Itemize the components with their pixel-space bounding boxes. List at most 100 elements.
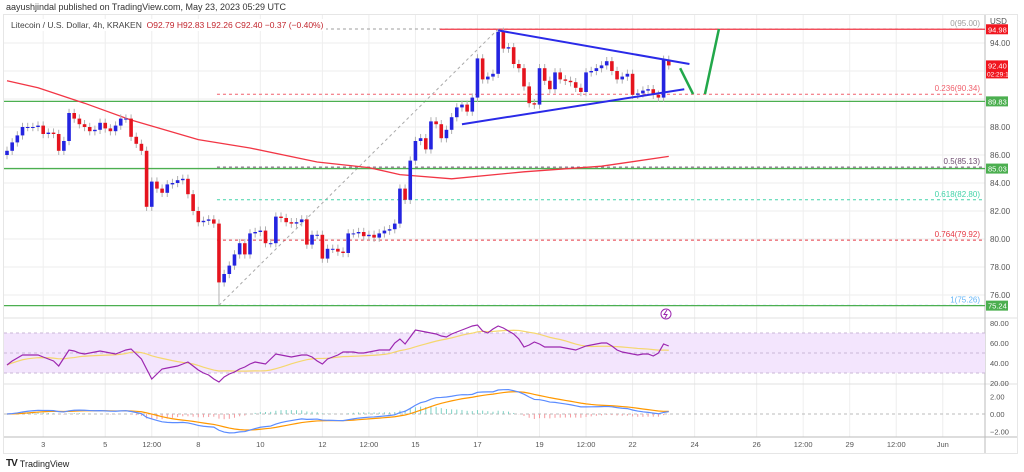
- candle-body: [170, 183, 175, 185]
- time-tick: 12:00: [577, 440, 596, 449]
- macd-tick: 0.00: [990, 410, 1005, 419]
- candle-body: [253, 232, 257, 234]
- candle-body: [330, 248, 335, 250]
- candle-body: [10, 142, 14, 151]
- time-tick: 10: [256, 440, 264, 449]
- candle-body: [263, 230, 268, 244]
- candle-body: [491, 73, 495, 77]
- candle-body: [82, 124, 87, 127]
- projection-down-leg: [679, 67, 695, 95]
- time-tick: 19: [535, 440, 543, 449]
- candle-body: [532, 103, 537, 105]
- candle-body: [201, 220, 206, 223]
- candle-body: [434, 121, 438, 125]
- candle-body: [258, 230, 263, 232]
- triangle-lower-line: [461, 88, 685, 126]
- candle-body: [25, 127, 30, 128]
- candle-body: [41, 125, 45, 134]
- last-price-label-box: [986, 60, 1008, 79]
- chart-frame: [3, 14, 1018, 454]
- candle-body: [537, 68, 542, 105]
- brand-name: TradingView: [19, 458, 70, 469]
- candle-body: [429, 121, 433, 150]
- time-tick: 29: [846, 440, 854, 449]
- candle-body: [113, 125, 118, 132]
- candle-body: [237, 243, 242, 255]
- fib-level-label: 1(75.26): [950, 295, 980, 304]
- candle-body: [615, 71, 619, 80]
- rsi-tick: 80.00: [990, 319, 1009, 328]
- candle-body: [542, 68, 547, 81]
- candle-body: [454, 107, 459, 118]
- candle-body: [243, 243, 247, 255]
- candle-body: [139, 143, 144, 151]
- candle-body: [460, 104, 464, 108]
- candle-body: [579, 87, 583, 92]
- candle-body: [444, 129, 449, 139]
- candle-body: [165, 184, 170, 193]
- macd-line: [6, 389, 669, 434]
- candle-body: [367, 234, 371, 237]
- candle-body: [212, 219, 216, 224]
- candle-body: [144, 150, 149, 207]
- time-tick: 15: [411, 440, 419, 449]
- candle-body: [279, 216, 283, 218]
- support-price-label: 75.24: [988, 302, 1007, 311]
- candle-body: [310, 234, 314, 245]
- candle-body: [56, 134, 61, 151]
- candle-body: [155, 181, 159, 189]
- candle-body: [336, 248, 340, 252]
- candle-body: [641, 90, 645, 94]
- candle-body: [305, 219, 309, 245]
- candle-body: [129, 118, 133, 137]
- grid: [4, 15, 1017, 453]
- candle-body: [486, 76, 490, 80]
- candle-body: [548, 80, 552, 90]
- candle-body: [656, 94, 661, 98]
- candle-body: [604, 61, 609, 66]
- candle-body: [98, 122, 102, 130]
- rsi-tick: 20.00: [990, 379, 1009, 388]
- time-tick: 24: [690, 440, 698, 449]
- candle-body: [470, 97, 475, 112]
- candle-body: [361, 232, 366, 237]
- resistance-price-label-box: [986, 24, 1008, 35]
- symbol-name: Litecoin / U.S. Dollar, 4h, KRAKEN: [11, 20, 142, 30]
- candle-body: [320, 234, 325, 259]
- candle-body: [372, 234, 376, 238]
- candle-body: [387, 229, 392, 231]
- candle-body: [398, 188, 402, 224]
- lightning-icon-glyph: [663, 309, 668, 319]
- candle-body: [67, 113, 71, 141]
- time-tick: 12:00: [142, 440, 161, 449]
- candle-body: [222, 274, 226, 283]
- candle-body: [599, 65, 604, 69]
- candle-body: [646, 89, 650, 91]
- time-tick: 5: [103, 440, 107, 449]
- candle-body: [382, 230, 387, 234]
- candle-body: [403, 188, 407, 200]
- candle-body: [351, 233, 356, 235]
- candle-body: [527, 86, 531, 104]
- ohlc-close: C92.40: [235, 20, 263, 30]
- time-tick: 12: [318, 440, 326, 449]
- rsi-ma-line: [6, 329, 669, 372]
- ohlc-low: L92.26: [206, 20, 233, 30]
- candle-body: [124, 118, 128, 120]
- fib-level-label: 0.618(82.80): [935, 190, 981, 199]
- candle-body: [392, 223, 397, 230]
- candle-body: [522, 68, 526, 87]
- price-tick: 84.00: [990, 179, 1011, 188]
- candle-body: [15, 135, 20, 143]
- time-tick: 17: [473, 440, 481, 449]
- candle-body: [568, 80, 573, 83]
- time-tick: 22: [628, 440, 636, 449]
- rsi-tick: 60.00: [990, 339, 1009, 348]
- tradingview-logo[interactable]: TV TradingView: [6, 458, 69, 469]
- candle-body: [635, 93, 640, 95]
- candle-body: [294, 222, 299, 224]
- lightning-icon: [660, 308, 672, 320]
- candle-body: [5, 150, 9, 155]
- candle-body: [180, 178, 185, 181]
